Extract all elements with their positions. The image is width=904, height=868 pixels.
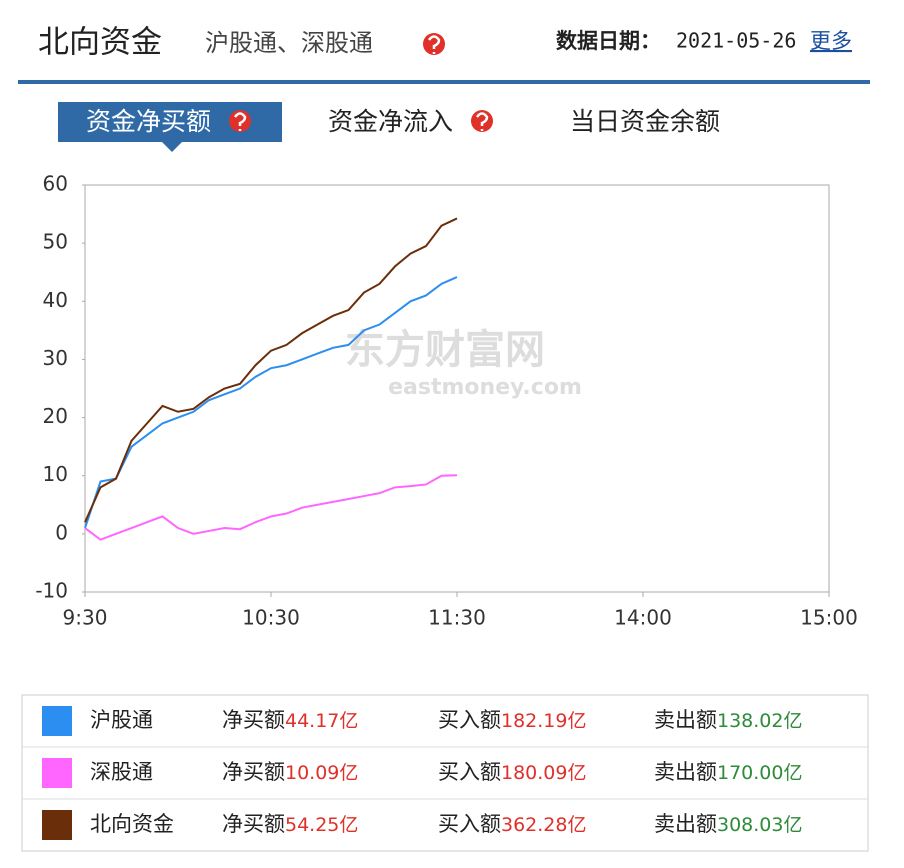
series-line [84, 474, 458, 541]
x-tick-label: 10:30 [242, 606, 300, 630]
table-cell: 净买额10.09亿 [222, 760, 358, 784]
legend-swatch [42, 810, 72, 840]
series-line [84, 217, 458, 523]
tab-pointer [162, 142, 182, 152]
legend-label: 沪股通 [90, 708, 153, 732]
y-tick-label: 60 [43, 172, 68, 196]
table-cell: 买入额182.19亿 [438, 708, 586, 732]
subtitle: 沪股通、深股通 [205, 29, 373, 57]
cell-value: 54.25亿 [285, 814, 358, 836]
cell-label: 卖出额 [654, 812, 717, 836]
cell-label: 净买额 [222, 760, 285, 784]
table-cell: 买入额180.09亿 [438, 760, 586, 784]
y-tick-label: 40 [43, 288, 68, 312]
y-tick-label: 10 [43, 462, 68, 486]
date-label: 数据日期： [556, 29, 661, 53]
cell-value: 180.09亿 [501, 762, 586, 784]
tab[interactable]: 资金净流入 [328, 107, 453, 136]
table-frame [21, 694, 869, 852]
cell-label: 卖出额 [654, 708, 717, 732]
page-title: 北向资金 [38, 25, 162, 61]
legend-label: 北向资金 [90, 812, 174, 836]
series-line [84, 276, 458, 529]
cell-value: 10.09亿 [285, 762, 358, 784]
cell-value: 182.19亿 [501, 710, 586, 732]
header-rule [18, 80, 870, 84]
legend-swatch [42, 706, 72, 736]
tab[interactable]: 当日资金余额 [570, 107, 720, 136]
y-tick-label: 30 [43, 346, 68, 370]
help-icon[interactable] [471, 110, 493, 132]
cell-label: 净买额 [222, 812, 285, 836]
more-link[interactable]: 更多 [810, 29, 852, 53]
help-icon[interactable] [229, 110, 251, 132]
y-tick-label: -10 [35, 579, 68, 603]
cell-value: 308.03亿 [717, 814, 802, 836]
help-icon[interactable] [423, 33, 445, 55]
x-tick-label: 9:30 [63, 606, 108, 630]
x-tick-label: 14:00 [614, 606, 672, 630]
y-tick-label: 50 [43, 230, 68, 254]
cell-value: 362.28亿 [501, 814, 586, 836]
table-cell: 买入额362.28亿 [438, 812, 586, 836]
cell-value: 170.00亿 [717, 762, 802, 784]
legend-label: 深股通 [90, 760, 153, 784]
cell-label: 买入额 [438, 760, 501, 784]
x-tick-label: 11:30 [428, 606, 486, 630]
tab[interactable]: 资金净买额 [86, 107, 211, 136]
x-tick-label: 15:00 [800, 606, 858, 630]
table-cell: 卖出额308.03亿 [654, 812, 802, 836]
cell-label: 买入额 [438, 708, 501, 732]
table-cell: 净买额44.17亿 [222, 708, 358, 732]
y-tick-label: 20 [43, 404, 68, 428]
cell-label: 净买额 [222, 708, 285, 732]
date: 2021-05-26 [676, 29, 796, 53]
cell-value: 44.17亿 [285, 710, 358, 732]
cell-value: 138.02亿 [717, 710, 802, 732]
table-cell: 卖出额170.00亿 [654, 760, 802, 784]
legend-swatch [42, 758, 72, 788]
watermark: 东方财富网 [345, 327, 545, 373]
table-cell: 净买额54.25亿 [222, 812, 358, 836]
cell-label: 卖出额 [654, 760, 717, 784]
table-cell: 卖出额138.02亿 [654, 708, 802, 732]
y-tick-label: 0 [55, 520, 68, 544]
watermark: eastmoney.com [388, 375, 582, 400]
cell-label: 买入额 [438, 812, 501, 836]
